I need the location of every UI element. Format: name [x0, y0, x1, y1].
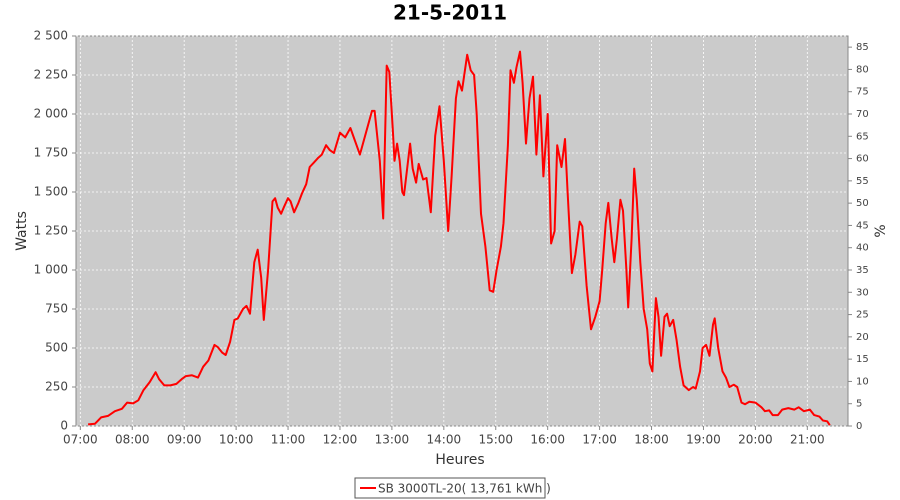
y2-tick-label: 15: [856, 354, 869, 365]
y-tick-label: 250: [45, 380, 68, 394]
x-tick-label: 18:00: [634, 433, 669, 447]
x-tick-label: 21:00: [790, 433, 825, 447]
y2-tick-label: 35: [856, 265, 869, 276]
y-tick-label: 1 500: [34, 185, 68, 199]
y2-tick-label: 70: [856, 109, 869, 120]
x-tick-label: 07:00: [63, 433, 98, 447]
x-tick-label: 09:00: [167, 433, 202, 447]
legend: [354, 477, 546, 499]
y-tick-label: 750: [45, 302, 68, 316]
y2-tick-label: 50: [856, 198, 869, 209]
x-tick-label: 15:00: [478, 433, 513, 447]
chart-title: 21-5-2011: [393, 1, 507, 25]
y2-tick-label: 75: [856, 87, 869, 98]
y-tick-label: 1 000: [34, 263, 68, 277]
y2-tick-label: 5: [856, 399, 862, 410]
x-tick-label: 17:00: [582, 433, 617, 447]
y2-tick-label: 40: [856, 243, 869, 254]
y-tick-label: 500: [45, 341, 68, 355]
y-tick-label: 2 000: [34, 107, 68, 121]
legend-label: SB 3000TL-20( 13,761 kWh ): [378, 482, 551, 496]
series-line: [87, 50, 831, 426]
x-tick-label: 14:00: [427, 433, 462, 447]
x-tick-label: 11:00: [271, 433, 306, 447]
y-tick-label: 2 250: [34, 68, 68, 82]
y-tick-label: 2 500: [34, 29, 68, 43]
y-tick-label: 1 750: [34, 146, 68, 160]
y2-tick-label: 10: [856, 376, 869, 387]
x-tick-label: 13:00: [375, 433, 410, 447]
y2-tick-label: 0: [856, 421, 862, 432]
y-tick-label: 1 250: [34, 224, 68, 238]
y2-tick-label: 30: [856, 287, 869, 298]
x-tick-label: 19:00: [686, 433, 721, 447]
y2-tick-label: 60: [856, 154, 869, 165]
y-tick-label: 0: [60, 419, 68, 433]
x-tick-label: 16:00: [530, 433, 565, 447]
x-tick-label: 10:00: [219, 433, 254, 447]
x-axis-label: Heures: [435, 452, 484, 468]
x-tick-label: 20:00: [738, 433, 773, 447]
y-axis-label: Watts: [14, 211, 30, 251]
y2-axis-label: %: [873, 224, 889, 237]
y2-tick-label: 85: [856, 42, 869, 53]
y2-tick-label: 25: [856, 310, 869, 321]
y2-tick-label: 45: [856, 220, 869, 231]
y2-tick-label: 80: [856, 64, 869, 75]
x-tick-label: 08:00: [115, 433, 150, 447]
y2-tick-label: 55: [856, 176, 869, 187]
x-tick-label: 12:00: [323, 433, 358, 447]
y2-tick-label: 65: [856, 131, 869, 142]
y2-tick-label: 20: [856, 332, 869, 343]
